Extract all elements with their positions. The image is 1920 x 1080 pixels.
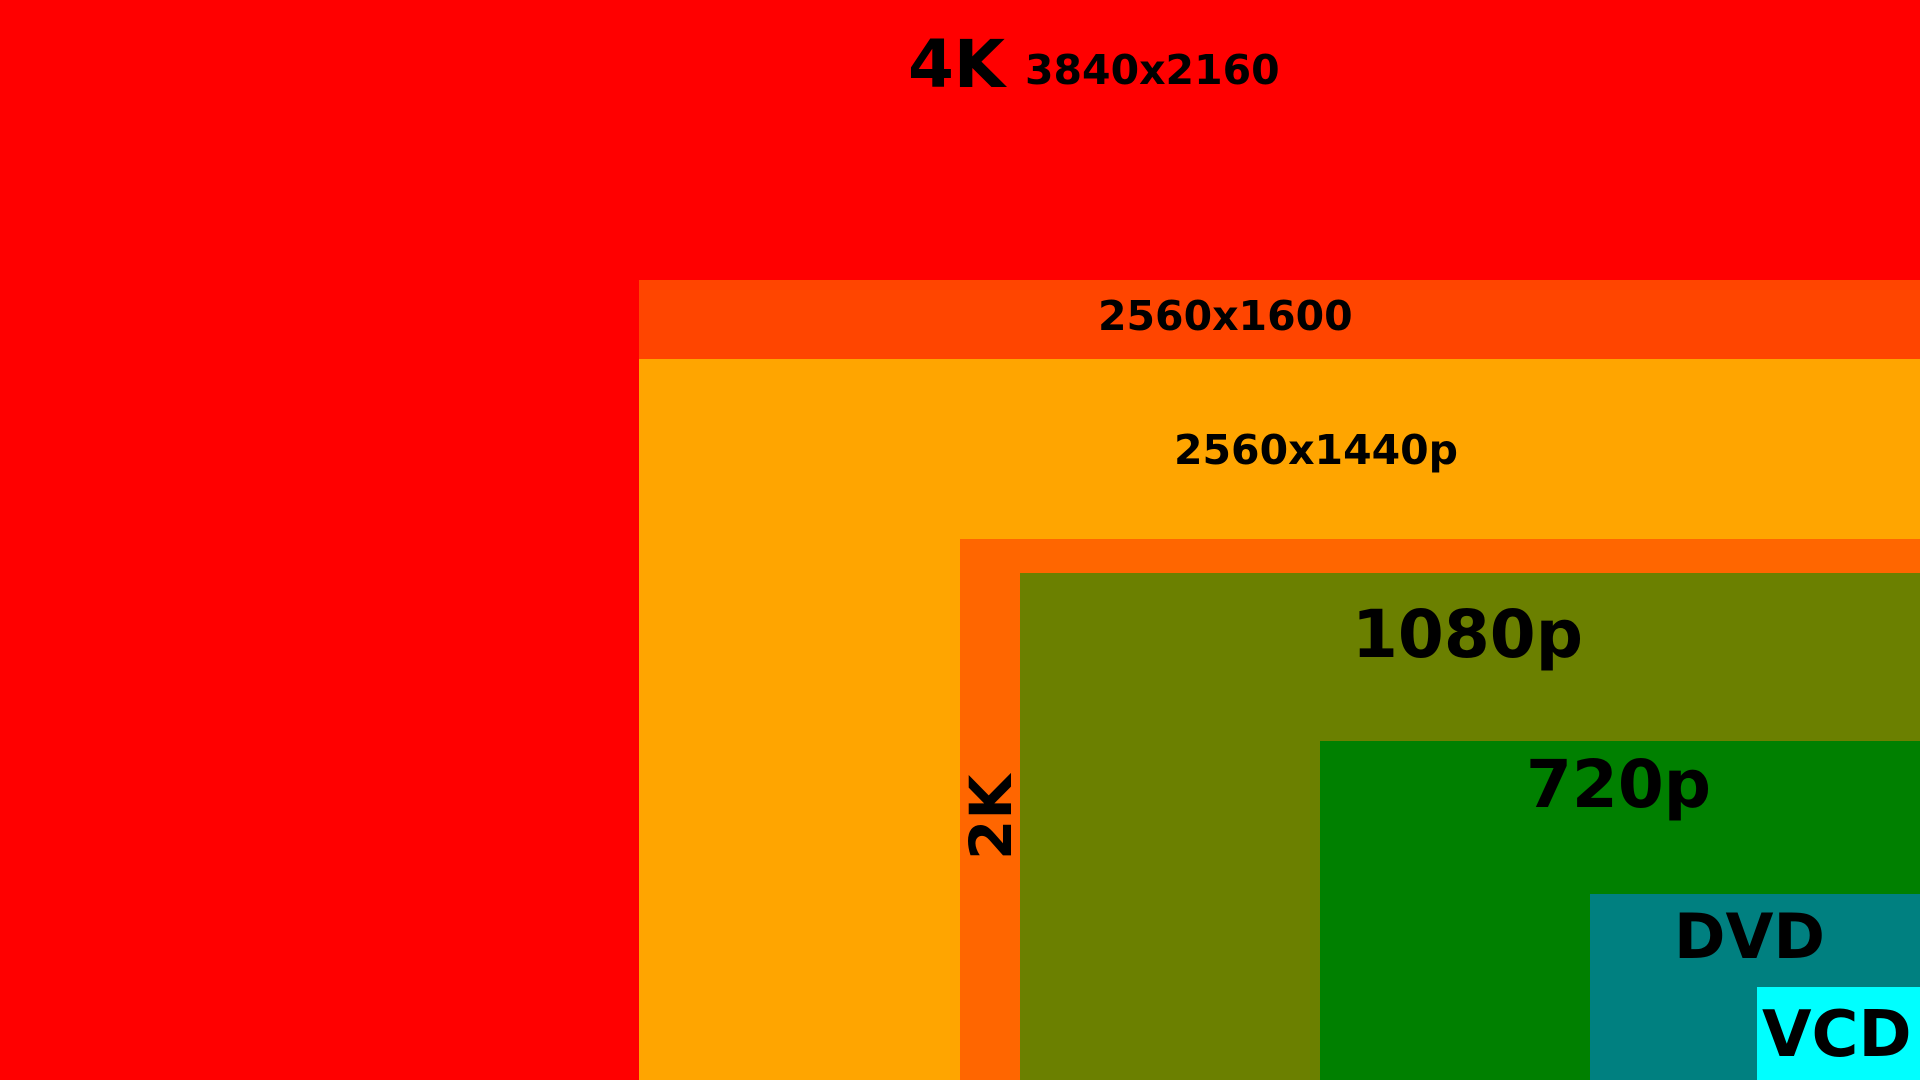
label-2560x1600: 2560x1600 [1098,292,1353,340]
label-2k: 2K [957,774,1025,860]
label-4k-resolution: 3840x2160 [1025,46,1280,94]
region-vcd [1757,987,1920,1080]
label-vcd: VCD [1762,998,1912,1072]
label-1080p: 1080p [1352,596,1583,673]
label-2560x1440p: 2560x1440p [1174,426,1459,474]
label-4k: 4K [908,26,1006,103]
label-dvd: DVD [1674,900,1825,973]
label-720p: 720p [1526,746,1712,823]
